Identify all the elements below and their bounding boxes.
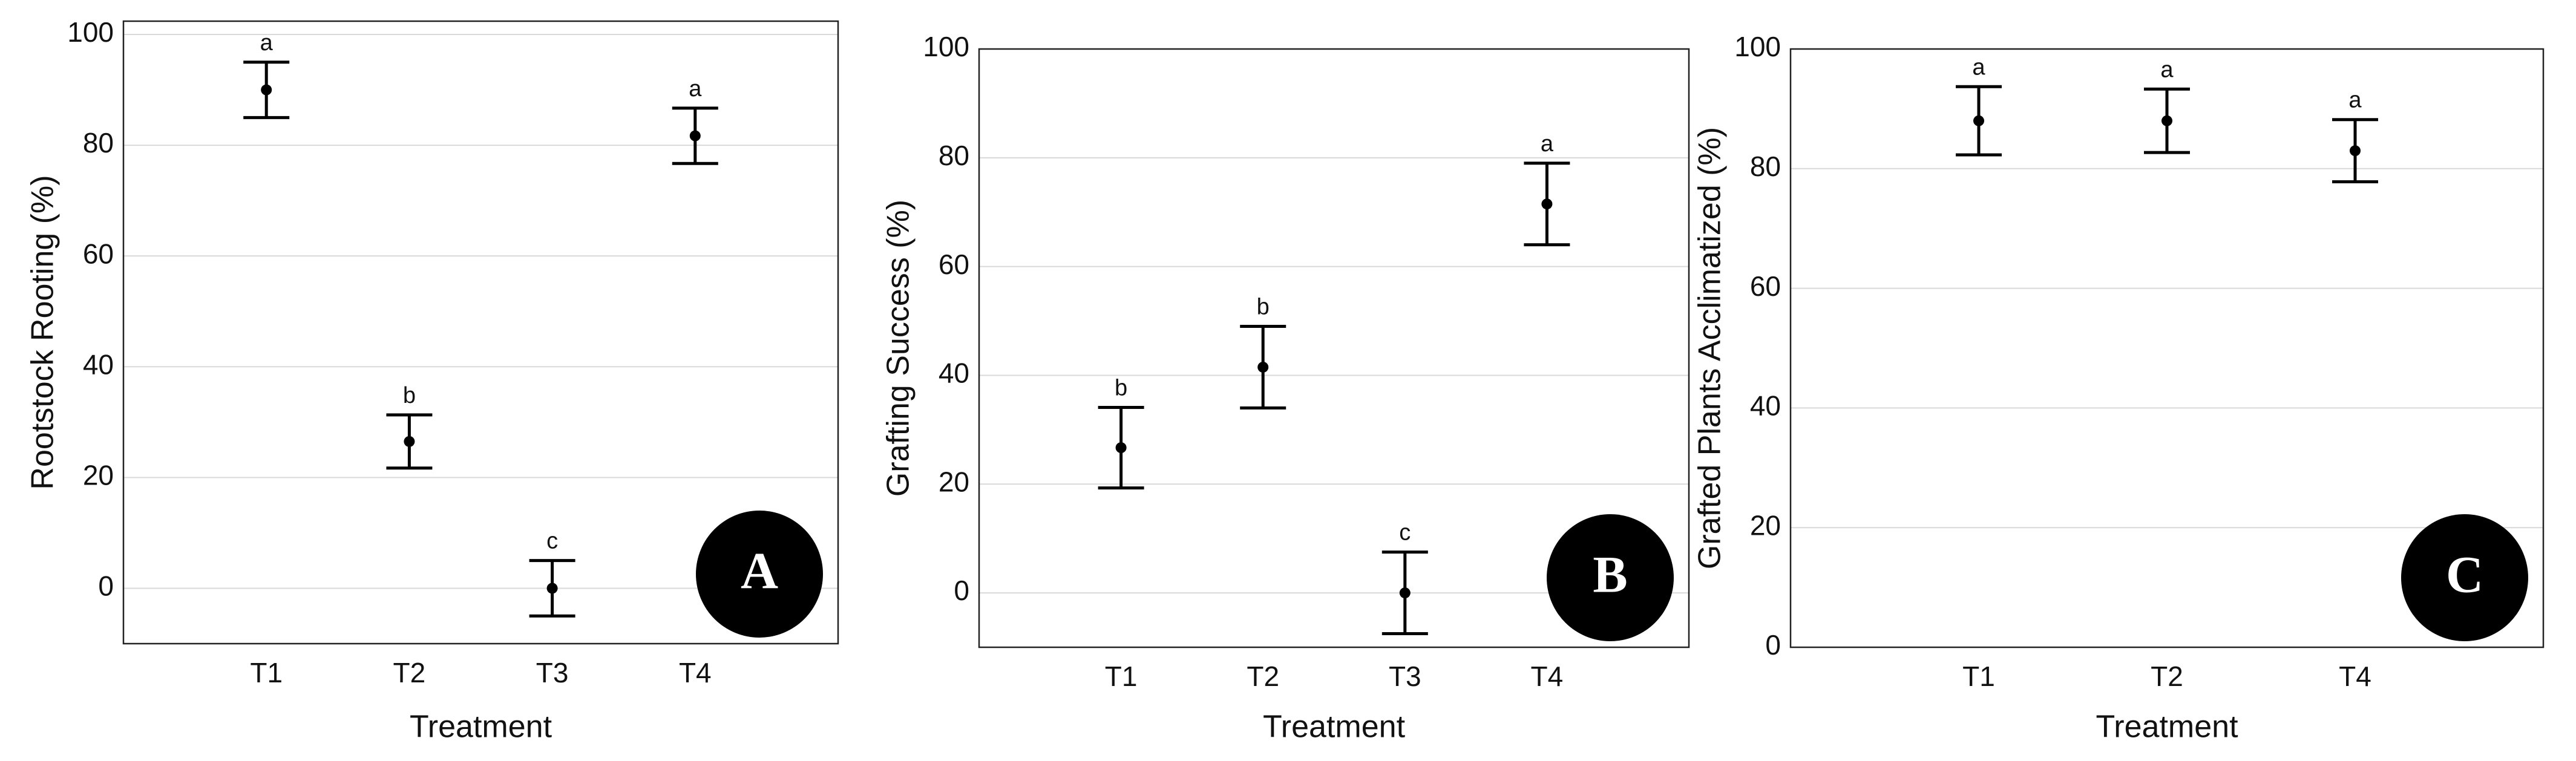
- x-tick-label: T1: [1105, 661, 1138, 692]
- x-tick-label: T2: [1247, 661, 1279, 692]
- y-tick-label: 20: [939, 466, 969, 497]
- mean-point: [261, 84, 272, 96]
- x-axis-label: Treatment: [410, 710, 552, 745]
- y-tick-label: 60: [939, 249, 969, 280]
- panel-label: B: [1593, 546, 1627, 604]
- mean-point: [546, 583, 558, 594]
- y-tick-label: 100: [923, 31, 969, 62]
- y-tick-label: 80: [939, 140, 969, 171]
- y-tick-label: 60: [83, 238, 114, 269]
- panel-label: C: [2446, 546, 2483, 604]
- panel-badge: [1547, 514, 1674, 641]
- mean-point: [1257, 361, 1269, 373]
- x-tick-label: T4: [2339, 661, 2371, 692]
- y-tick-label: 20: [83, 460, 114, 491]
- y-tick-label: 60: [1750, 270, 1781, 302]
- y-tick-label: 40: [1750, 390, 1781, 422]
- y-tick-label: 0: [98, 570, 114, 602]
- y-axis-label: Grafting Success (%): [881, 200, 916, 497]
- plot-frame: [122, 20, 839, 645]
- mean-point: [1115, 442, 1127, 454]
- y-tick-label: 40: [939, 358, 969, 389]
- significance-letter: a: [1541, 131, 1554, 157]
- y-tick-label: 100: [67, 16, 114, 48]
- y-axis-label: Grafted Plants Acclimatized (%): [1693, 127, 1728, 569]
- significance-letter: c: [546, 529, 558, 554]
- x-tick-label: T4: [679, 657, 712, 688]
- panel-badge: [2401, 514, 2528, 641]
- y-tick-label: 100: [1734, 31, 1781, 62]
- x-tick-label: T3: [536, 657, 569, 688]
- significance-letter: a: [2160, 57, 2174, 82]
- significance-letter: a: [689, 76, 702, 102]
- mean-point: [689, 130, 701, 142]
- x-axis-label: Treatment: [1263, 710, 1406, 745]
- y-axis-label: Rootstock Rooting (%): [25, 175, 61, 489]
- mean-point: [404, 436, 415, 447]
- y-tick-label: 80: [1750, 151, 1781, 182]
- y-tick-label: 0: [954, 575, 969, 606]
- x-tick-label: T2: [393, 657, 426, 688]
- mean-point: [2350, 145, 2361, 157]
- mean-point: [2161, 115, 2172, 126]
- y-tick-label: 80: [83, 127, 114, 158]
- significance-letter: a: [260, 30, 274, 56]
- significance-letter: b: [1115, 376, 1127, 401]
- significance-letter: c: [1399, 520, 1411, 546]
- y-tick-label: 40: [83, 348, 114, 380]
- significance-letter: a: [2348, 88, 2362, 113]
- significance-letter: a: [1972, 54, 1985, 80]
- panel-label: A: [741, 542, 778, 600]
- plot-frame: [1789, 48, 2545, 648]
- panel-badge: [696, 511, 823, 638]
- x-tick-label: T3: [1389, 661, 1421, 692]
- x-tick-label: T1: [1962, 661, 1995, 692]
- plot-frame: [978, 48, 1690, 648]
- x-axis-label: Treatment: [2096, 710, 2238, 745]
- significance-letter: b: [403, 383, 416, 408]
- significance-letter: b: [1257, 295, 1270, 320]
- mean-point: [1541, 198, 1553, 210]
- y-tick-label: 0: [1765, 629, 1781, 661]
- mean-point: [1399, 587, 1411, 599]
- y-tick-label: 20: [1750, 509, 1781, 541]
- mean-point: [1973, 115, 1984, 126]
- x-tick-label: T4: [1531, 661, 1564, 692]
- x-tick-label: T2: [2151, 661, 2183, 692]
- x-tick-label: T1: [250, 657, 283, 688]
